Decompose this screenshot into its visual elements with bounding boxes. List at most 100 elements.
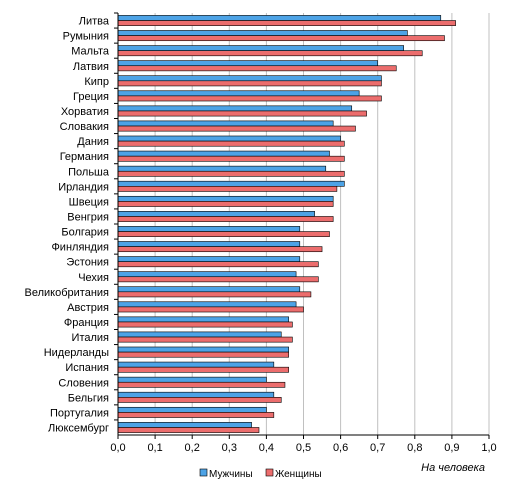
x-tick-label: 0,2 [185,442,200,454]
category-label: Болгария [61,227,109,239]
bar-women [117,50,423,57]
bar-women [117,186,338,192]
bar-women [117,351,289,358]
x-tick-label: 0,7 [370,442,385,454]
bar-men [117,75,382,82]
bar-women [117,95,382,102]
bar-men [117,346,289,353]
bar-women [117,231,330,237]
bar-men [117,422,252,428]
category-label: Румыния [63,31,109,43]
bar-women [117,110,367,117]
category-label: Финляндия [51,242,109,254]
category-label: Германия [60,151,109,163]
category-label: Ирландия [58,181,109,193]
bar-women [117,427,260,433]
category-label: Австрия [67,302,109,314]
x-tick-label: 1,0 [481,442,496,454]
bar-men [117,211,315,217]
category-label: Словакия [60,121,109,133]
legend: Мужчины Женщины [199,468,322,480]
bar-men [117,391,275,398]
category-label: Швеция [69,196,109,208]
category-label: Чехия [78,272,109,284]
bar-men [117,286,301,293]
x-tick-label: 0,4 [259,442,274,454]
bar-men [117,120,334,127]
axis-layer [114,12,490,439]
bar-women [117,201,334,207]
bar-women [117,170,345,177]
bar-men [117,30,408,36]
bar-women [117,261,319,268]
bar-men [117,60,379,67]
bar-men [117,135,341,142]
category-label: Франция [64,317,109,329]
category-label: Испания [65,362,109,374]
bar-women [117,397,282,403]
bar-women [117,65,397,72]
bar-women [117,20,456,26]
bar-women [117,35,445,42]
category-label: Великобритания [25,287,110,299]
bar-men [117,256,301,262]
bar-women [117,306,304,313]
bar-women [117,381,286,388]
category-label: Словения [58,377,109,389]
bar-women [117,276,319,283]
x-tick-label: 0,5 [296,442,311,454]
category-label: Венгрия [67,211,109,223]
bar-men [117,406,267,413]
category-label: Латвия [73,61,109,73]
labels-layer: 0,0 0,1 0,2 0,3 0,4 0,5 0,6 0,7 0,8 0,9 1,0 Литва Ру… [25,16,497,454]
category-label: Хорватия [61,106,109,118]
bar-women [117,80,382,87]
x-tick-label: 0,3 [222,442,237,454]
legend-label-men: Мужчины [209,469,253,480]
category-label: Бельгия [68,392,109,404]
bar-women [117,336,293,343]
bar-men [117,226,301,232]
bar-men [117,376,267,383]
category-label: Польша [68,166,110,178]
bar-women [117,321,293,328]
category-label: Греция [73,91,109,103]
bar-women [117,216,334,222]
x-tick-label: 0,9 [444,442,459,454]
bar-men [117,195,334,202]
bar-men [117,15,442,21]
legend-swatch-men [199,468,208,477]
legend-label-women: Женщины [275,469,322,480]
category-label: Нидерланды [44,347,109,359]
bars-layer [117,15,456,433]
bar-men [117,165,327,172]
bar-men [117,241,301,247]
x-axis-unit-label: На человека [421,462,485,474]
bar-women [117,246,323,253]
bar-men [117,316,289,323]
bar-men [117,105,353,112]
x-tick-label: 0,6 [333,442,348,454]
bar-women [117,291,312,298]
bar-men [117,150,330,157]
bar-women [117,366,289,373]
bar-women [117,125,356,132]
x-tick-label: 0,0 [110,442,125,454]
x-tick-label: 0,8 [407,442,422,454]
x-tick-label: 0,1 [147,442,162,454]
category-label: Кипр [84,76,109,88]
category-label: Люксембург [48,422,109,434]
bar-men [117,90,360,97]
bar-men [117,45,404,51]
bar-men [117,331,282,338]
category-label: Литва [79,16,110,28]
category-label: Мальта [71,46,110,58]
category-label: Италия [72,332,110,344]
bar-men [117,361,275,368]
bar-men [117,301,297,308]
bar-men [117,180,345,187]
bar-women [117,140,345,147]
bar-women [117,412,275,418]
